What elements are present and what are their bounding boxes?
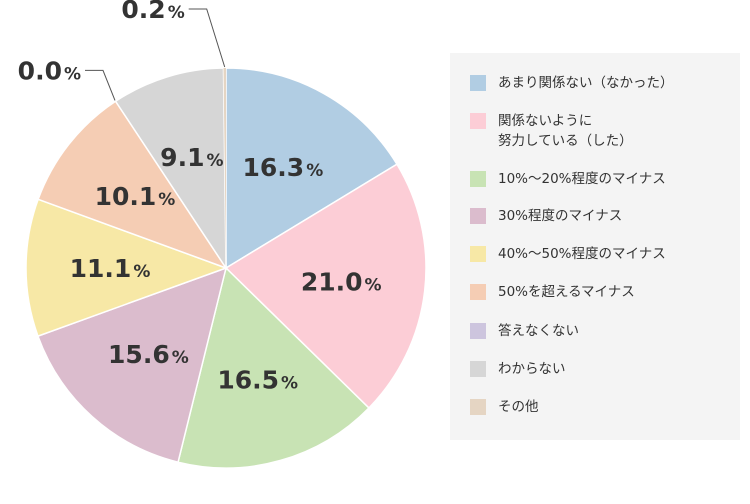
legend-label: 50%を超えるマイナス (498, 284, 635, 300)
slice-value-label: 0.2% (121, 0, 184, 24)
legend-swatch (470, 284, 486, 300)
legend: あまり関係ない（なかった） 関係ないように 努力している（した） 10%〜20%程度… (450, 53, 740, 440)
legend-swatch (470, 171, 486, 187)
legend-item: 50%を超えるマイナス (470, 282, 635, 302)
slice-value-label: 11.1% (70, 254, 151, 283)
slice-value-label: 16.3% (243, 153, 324, 182)
legend-swatch (470, 113, 486, 129)
legend-item: 30%程度のマイナス (470, 206, 622, 226)
legend-item: 関係ないように 努力している（した） (470, 111, 633, 151)
slice-value-label: 10.1% (95, 182, 176, 211)
pie-slice (36, 266, 228, 464)
pie-slice (224, 163, 427, 410)
legend-label: 10%〜20%程度のマイナス (498, 171, 666, 187)
slice-value-label: 9.1% (160, 143, 223, 172)
legend-label: 30%程度のマイナス (498, 208, 623, 224)
slice-value-label: 15.6% (108, 340, 189, 369)
leader-line (188, 8, 226, 68)
legend-item: 答えなくない (470, 321, 579, 341)
legend-swatch (470, 246, 486, 262)
legend-item: 10%〜20%程度のマイナス (470, 169, 666, 189)
legend-item: 40%〜50%程度のマイナス (470, 244, 666, 264)
legend-label: 関係ないように 努力している（した） (498, 113, 633, 149)
pie-slice (225, 67, 398, 270)
legend-label: その他 (498, 399, 539, 415)
legend-label: 40%〜50%程度のマイナス (498, 246, 666, 262)
legend-swatch (470, 399, 486, 415)
slice-value-label: 0.0% (18, 56, 81, 85)
legend-swatch (470, 323, 486, 339)
pie-slice (223, 68, 226, 268)
pie-slice (177, 266, 370, 469)
slice-value-label: 16.5% (217, 366, 298, 395)
leader-line (85, 69, 116, 101)
legend-swatch (470, 75, 486, 91)
legend-swatch (470, 208, 486, 224)
legend-label: わからない (498, 361, 566, 377)
legend-item: その他 (470, 397, 539, 417)
pie-slice (37, 100, 228, 270)
legend-label: あまり関係ない（なかった） (498, 75, 674, 91)
legend-swatch (470, 361, 486, 377)
legend-item: わからない (470, 359, 566, 379)
pie-slice (114, 67, 227, 271)
pie-slice (25, 198, 229, 338)
slice-value-label: 21.0% (301, 267, 382, 296)
legend-label: 答えなくない (498, 323, 579, 339)
legend-item: あまり関係ない（なかった） (470, 73, 674, 93)
